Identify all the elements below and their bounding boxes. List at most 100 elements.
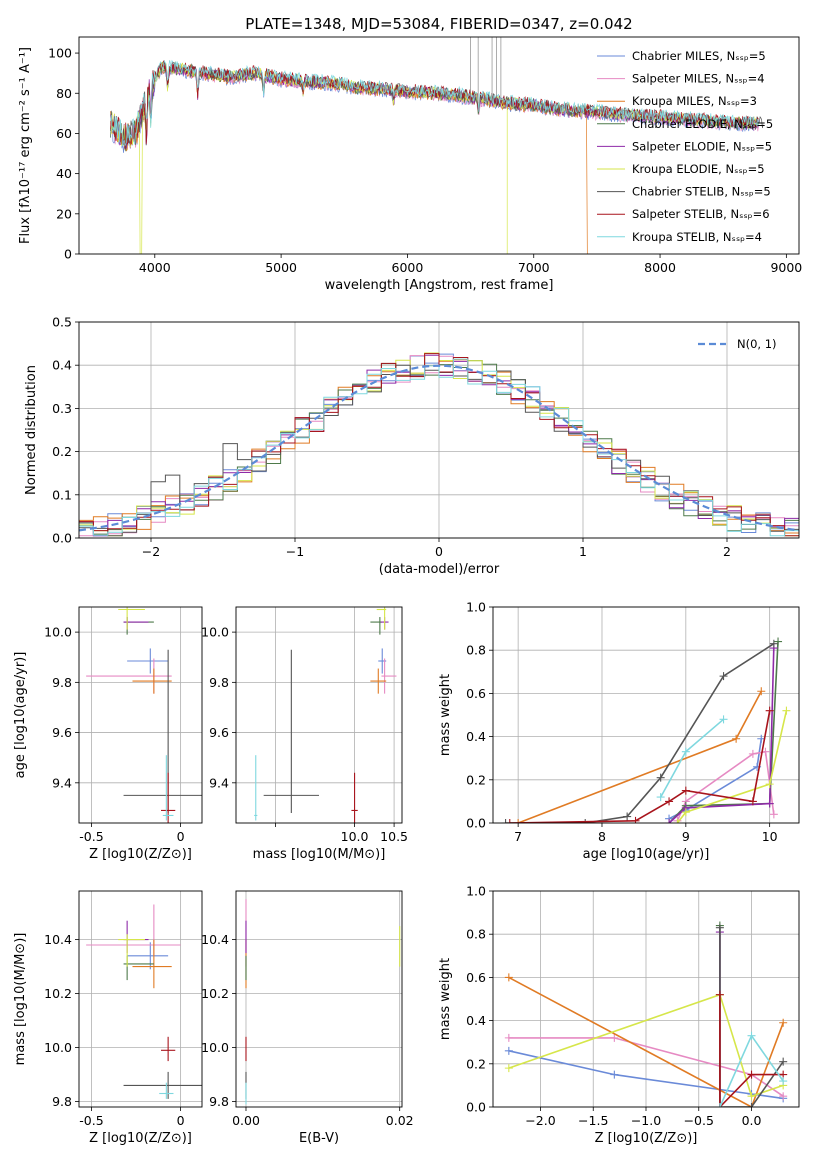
x-tick-label: −1 xyxy=(286,544,304,559)
data-point-marker xyxy=(504,973,513,982)
y-axis-label: age [log10(age/yr)] xyxy=(13,652,28,779)
plot-area xyxy=(501,637,791,823)
y-tick-label: 1.0 xyxy=(466,600,486,615)
mass-weight-line xyxy=(505,643,775,823)
y-axis-label: Normed distribution xyxy=(24,365,39,495)
y-tick-label: 9.6 xyxy=(52,725,72,740)
y-tick-label: 1.0 xyxy=(466,884,486,899)
data-point-marker xyxy=(514,819,523,823)
data-point-marker xyxy=(747,1031,756,1040)
plot-area xyxy=(504,921,788,1107)
plot-area xyxy=(86,607,202,823)
data-point-marker xyxy=(656,773,665,782)
x-tick-label: 10.5 xyxy=(380,829,408,844)
x-tick-label: 6000 xyxy=(392,260,424,275)
spectrum-line xyxy=(110,59,759,147)
mass-weight-line xyxy=(659,718,725,798)
plot-area xyxy=(110,37,764,254)
legend-label: Kroupa STELIB, Nₛₛₚ=4 xyxy=(632,230,762,244)
data-point-marker xyxy=(748,749,757,758)
x-axis-label: (data-model)/error xyxy=(379,562,500,577)
x-tick-label: −0.5 xyxy=(684,1113,714,1128)
legend-label: Salpeter MILES, Nₛₛₚ=4 xyxy=(632,72,765,86)
x-axis-label: Z [log10(Z/Z⊙)] xyxy=(595,1131,698,1146)
age-vs-metallicity-panel: -0.5 0 9.4 9.6 9.8 10.0 Z [log10(Z/Z⊙)] age [lo… xyxy=(13,606,203,862)
x-axis-label: age [log10(age/yr)] xyxy=(583,847,710,862)
data-point-marker xyxy=(757,687,766,696)
mass-weight-line xyxy=(508,976,784,1107)
normal-curve xyxy=(79,364,799,532)
y-tick-label: 9.8 xyxy=(209,675,229,690)
x-tick-label: 4000 xyxy=(139,260,171,275)
mass-weight-vs-metallicity-panel: −2.0 −1.5 −1.0 −0.5 0.0 0.0 0.2 0.4 0.6 0.8 1.0 Z [… xyxy=(438,884,800,1146)
x-tick-label: 7000 xyxy=(518,260,550,275)
data-point-marker xyxy=(665,797,674,806)
residual-histogram-panel: −2 −1 0 1 2 0.0 0.1 0.2 0.3 0.4 0.5 (data-model)/er… xyxy=(24,315,800,577)
x-tick-label: −2 xyxy=(142,544,160,559)
y-tick-label: 9.4 xyxy=(52,775,72,790)
x-tick-label: 0 xyxy=(177,1113,185,1128)
data-point-marker xyxy=(656,793,665,802)
histogram-step xyxy=(79,353,799,537)
chart-title: PLATE=1348, MJD=53084, FIBERID=0347, z=0… xyxy=(245,15,632,33)
legend-label: Chabrier ELODIE, Nₛₛₚ=5 xyxy=(632,117,773,131)
y-tick-label: 0.0 xyxy=(52,531,72,546)
y-axis-label: mass weight xyxy=(438,674,453,756)
mass-weight-line xyxy=(668,641,779,823)
data-point-marker xyxy=(719,715,728,724)
data-point-marker xyxy=(610,1070,619,1079)
legend-label: N(0, 1) xyxy=(737,337,777,351)
axes-frame xyxy=(235,606,403,824)
mass-weight-line xyxy=(508,1050,784,1100)
x-tick-label: 10.0 xyxy=(341,829,369,844)
data-point-marker xyxy=(747,1092,756,1101)
x-tick-label: 0 xyxy=(177,829,185,844)
data-point-marker xyxy=(747,1070,756,1079)
x-tick-label: −1.0 xyxy=(631,1113,661,1128)
x-tick-label: 10 xyxy=(762,829,778,844)
y-axis-label: Flux [fλ10⁻¹⁷ erg cm⁻² s⁻¹ A⁻¹] xyxy=(18,47,33,244)
x-tick-label: 5000 xyxy=(265,260,297,275)
data-point-marker xyxy=(779,1092,788,1101)
y-tick-label: 0.1 xyxy=(52,487,72,502)
legend-label: Kroupa MILES, Nₛₛₚ=3 xyxy=(632,94,757,108)
y-tick-label: 9.8 xyxy=(209,1094,229,1109)
x-tick-label: −2.0 xyxy=(525,1113,555,1128)
x-axis-label: mass [log10(M/M⊙)] xyxy=(253,847,386,862)
data-point-marker xyxy=(769,810,778,819)
data-point-marker xyxy=(769,639,778,648)
x-axis-label: Z [log10(Z/Z⊙)] xyxy=(89,1131,192,1146)
y-tick-label: 10.4 xyxy=(44,932,72,947)
data-point-marker xyxy=(681,747,690,756)
data-point-marker xyxy=(782,706,791,715)
y-tick-label: 20 xyxy=(56,206,72,221)
data-point-marker xyxy=(505,819,514,823)
y-tick-label: 0.4 xyxy=(466,1013,486,1028)
axes-frame xyxy=(78,321,800,539)
x-tick-label: −1.5 xyxy=(578,1113,608,1128)
axes-frame xyxy=(78,890,203,1108)
mass-weight-vs-age-panel: 7 8 9 10 0.0 0.2 0.4 0.6 0.8 1.0 age [log10(age/yr… xyxy=(438,600,800,862)
y-tick-label: 0.0 xyxy=(466,816,486,831)
plot-area xyxy=(254,607,397,823)
y-tick-label: 0.2 xyxy=(52,444,72,459)
y-tick-label: 9.6 xyxy=(209,725,229,740)
y-axis-label: mass weight xyxy=(438,958,453,1040)
x-axis-label: E(B-V) xyxy=(299,1131,339,1146)
y-tick-label: 0.6 xyxy=(466,686,486,701)
mass-weight-line xyxy=(508,993,784,1098)
data-point-marker xyxy=(681,786,690,795)
data-point-marker xyxy=(673,819,682,823)
y-tick-label: 10.2 xyxy=(44,986,72,1001)
data-point-marker xyxy=(504,1046,513,1055)
x-tick-label: 8000 xyxy=(644,260,676,275)
y-tick-label: 60 xyxy=(56,126,72,141)
data-point-marker xyxy=(774,637,783,646)
y-tick-label: 10.4 xyxy=(201,932,229,947)
y-tick-label: 9.8 xyxy=(52,675,72,690)
y-tick-label: 0.3 xyxy=(52,401,72,416)
mass-vs-extinction-panel: 0.00 0.02 9.8 10.0 10.2 10.4 E(B-V) xyxy=(201,890,414,1146)
data-point-marker xyxy=(681,808,690,817)
spectrum-line xyxy=(110,63,588,254)
